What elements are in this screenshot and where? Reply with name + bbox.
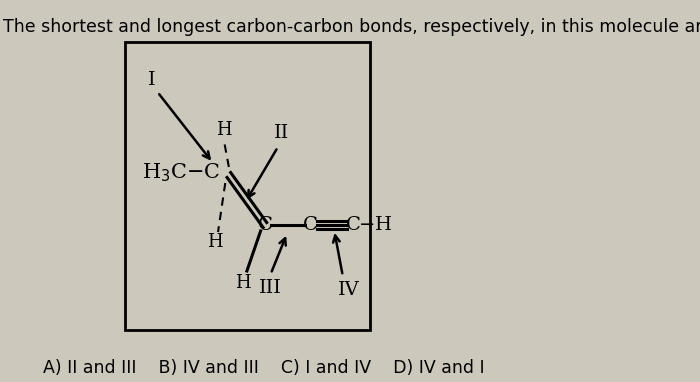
Text: H: H [216, 121, 232, 139]
Text: $-$: $-$ [279, 216, 295, 234]
Text: A) II and III    B) IV and III    C) I and IV    D) IV and I: A) II and III B) IV and III C) I and IV … [43, 359, 484, 377]
Text: I: I [148, 71, 155, 89]
Text: C: C [346, 216, 361, 234]
Text: 5. The shortest and longest carbon-carbon bonds, respectively, in this molecule : 5. The shortest and longest carbon-carbo… [0, 18, 700, 36]
Text: H$_3$C$-$C: H$_3$C$-$C [142, 162, 220, 184]
Text: II: II [274, 124, 289, 142]
Bar [125, 42, 370, 330]
Text: $-$H: $-$H [358, 216, 393, 234]
Text: III: III [259, 279, 282, 297]
Text: IV: IV [337, 281, 359, 299]
Text: H: H [235, 274, 251, 292]
Text: C: C [258, 216, 272, 234]
Text: H: H [206, 233, 223, 251]
Text: C: C [303, 216, 318, 234]
